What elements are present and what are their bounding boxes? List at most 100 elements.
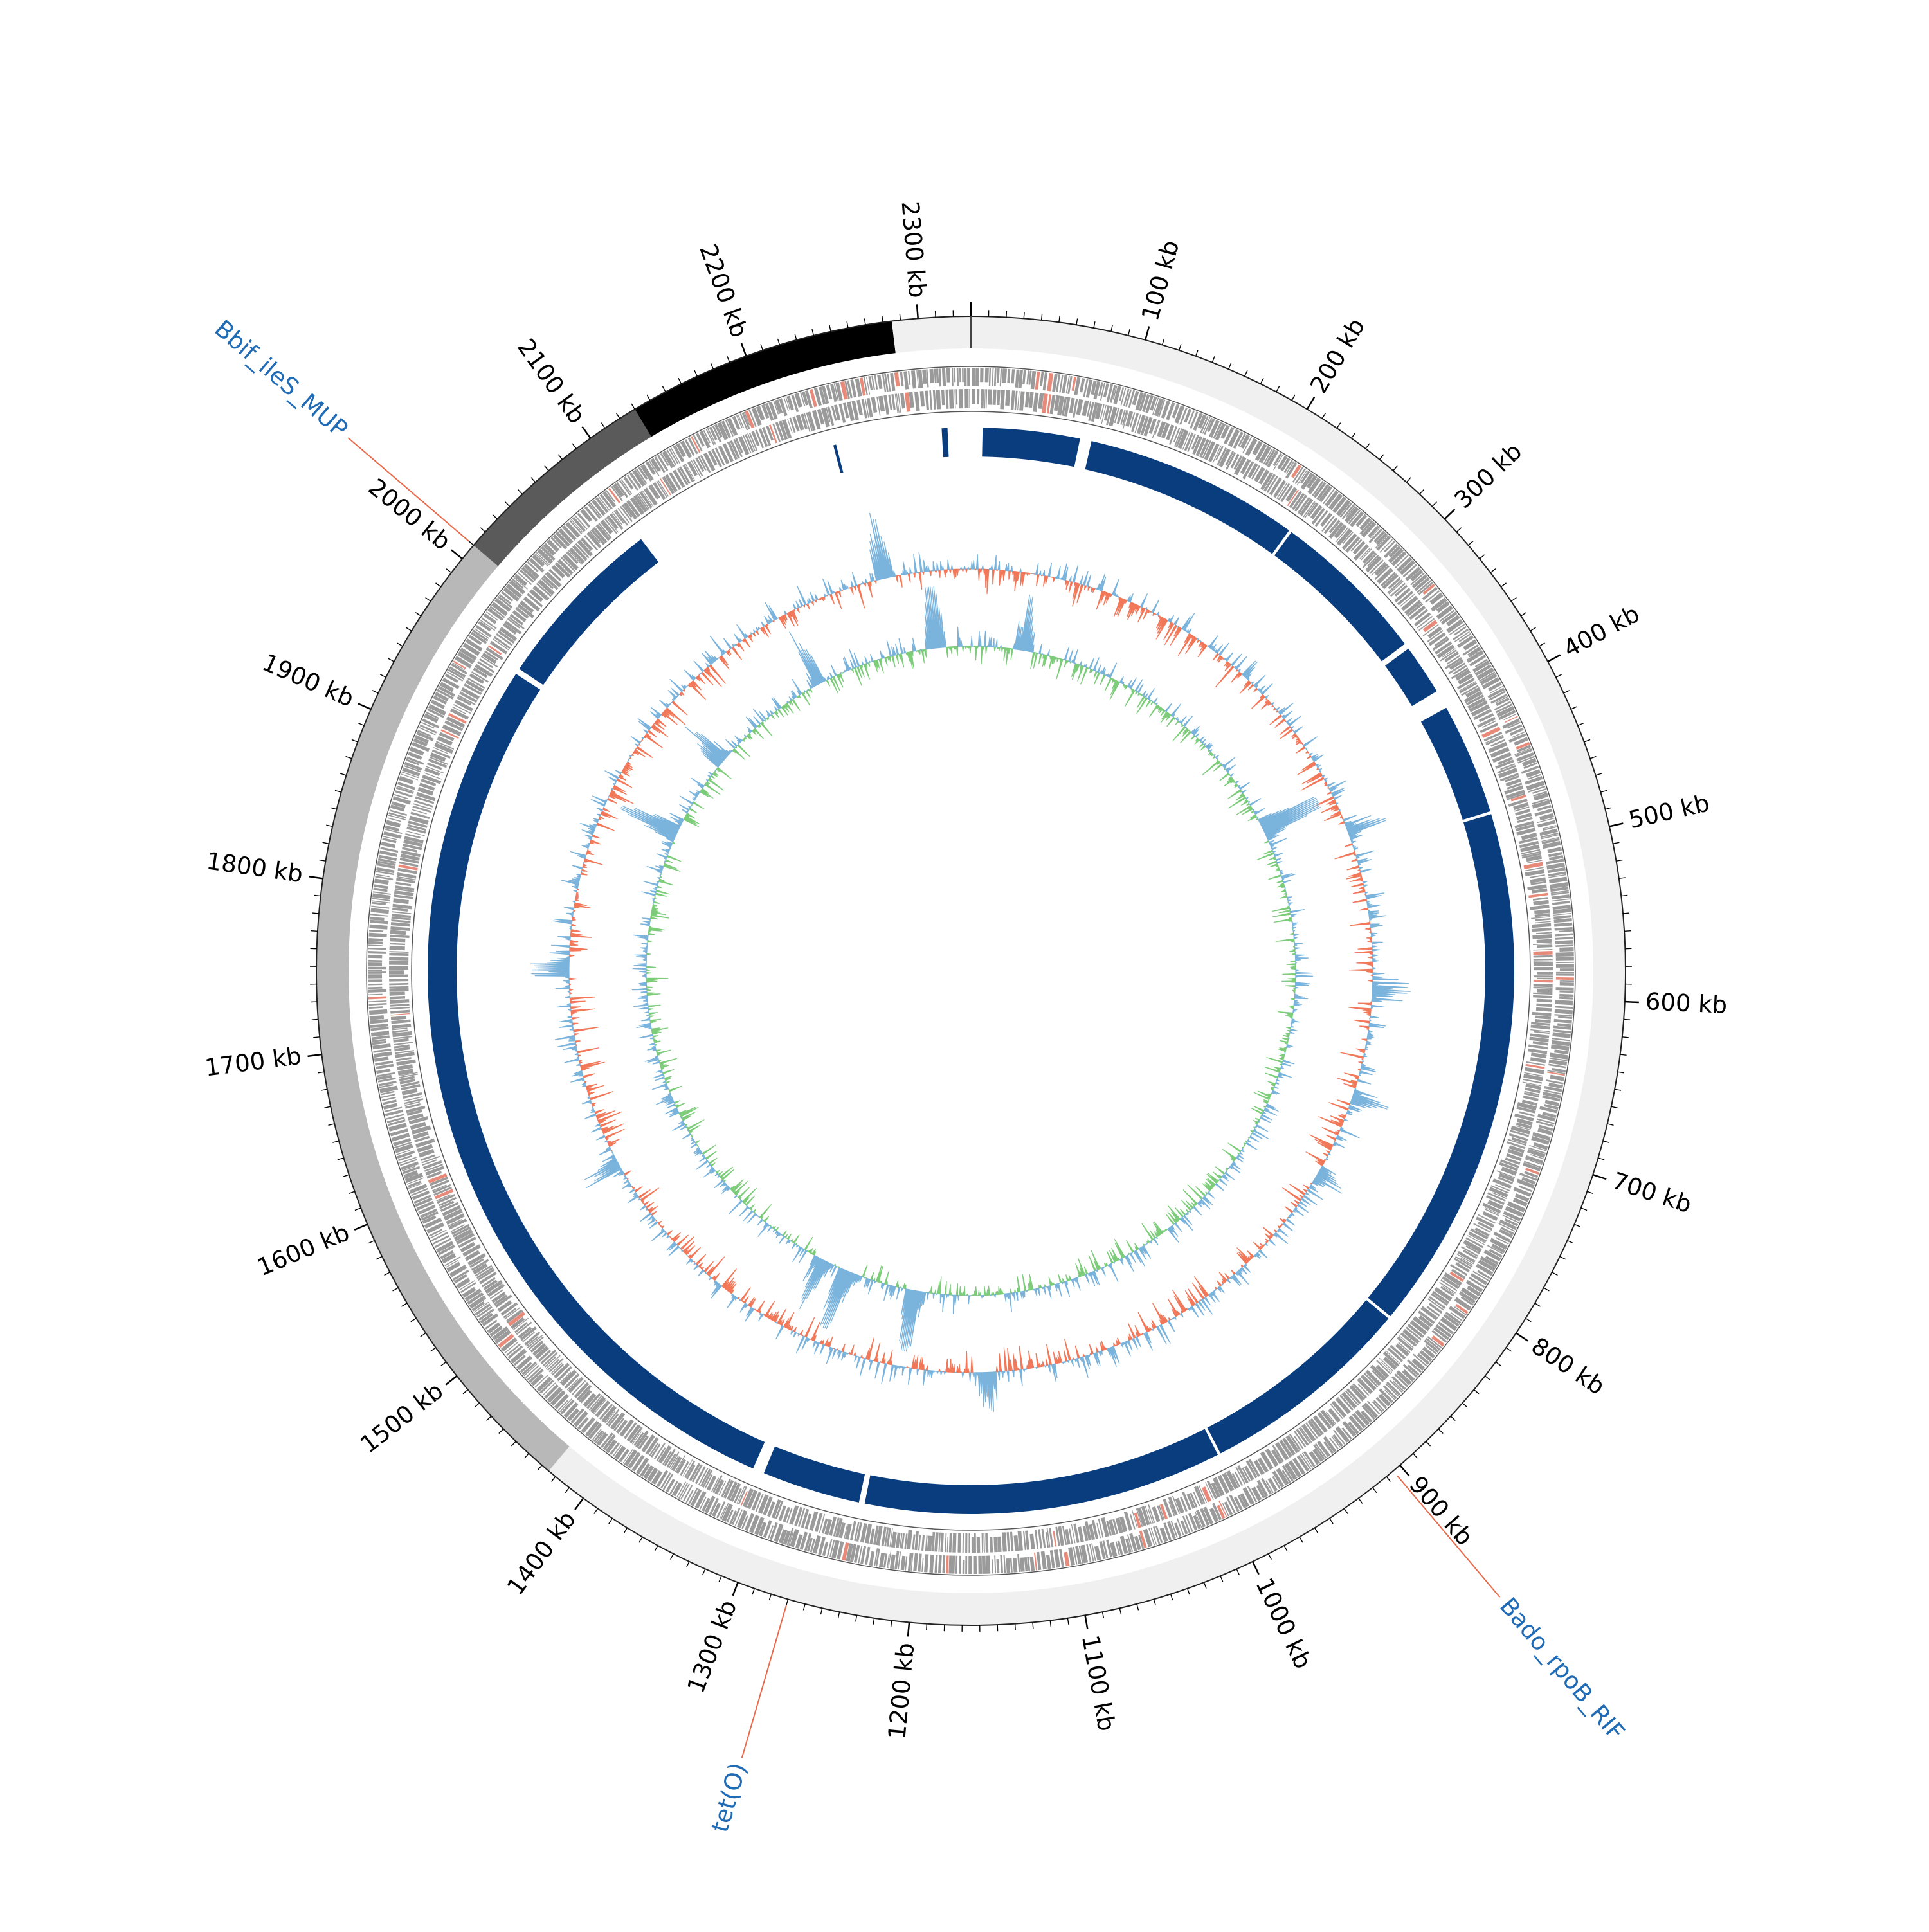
annotation-label: Bbif_ileS_MUP [210,314,353,443]
minor-tick [1474,1389,1479,1393]
gene-feature [1534,975,1553,977]
gene-feature [1053,1531,1056,1546]
gene-feature [1534,961,1553,962]
gene-feature [369,925,387,930]
gene-feature [945,390,948,409]
major-tick [1516,1333,1528,1341]
major-tick [1253,1562,1258,1575]
gene-feature [974,1533,976,1553]
gene-feature [1010,1532,1014,1551]
gene-feature [368,970,382,971]
tick-label: 1000 kb [1250,1574,1317,1674]
gene-feature [959,389,963,408]
gene-feature [934,1532,939,1551]
minor-tick [1608,1124,1614,1125]
gene-feature [1555,1006,1573,1009]
minor-tick [1600,790,1607,792]
minor-tick [1426,1441,1431,1446]
gene-feature [911,370,916,388]
minor-tick [1615,1089,1621,1090]
minor-tick [552,1477,556,1482]
tick-label: 1200 kb [883,1641,919,1740]
minor-tick [609,1519,612,1524]
gene-feature [921,1558,923,1572]
gene-feature [1037,1552,1041,1570]
gene-feature [901,1556,906,1570]
gene-feature [1000,368,1002,386]
gene-feature [1029,1557,1035,1571]
minor-tick [1624,931,1631,932]
gene-feature [1552,1032,1571,1038]
tick-label: 1800 kb [204,847,304,888]
alignment-block-track [428,428,1514,1514]
gene-feature [523,1363,538,1376]
minor-tick [1204,1582,1206,1588]
gene-feature [1547,847,1562,853]
gene-feature [924,1554,928,1572]
minor-tick [752,1589,754,1594]
gene-feature [1537,989,1552,993]
gene-feature [392,911,412,914]
minor-tick [1613,842,1620,844]
major-tick [1548,655,1560,662]
gene-feature [986,1556,990,1574]
minor-tick [436,583,441,587]
minor-tick [312,913,319,914]
gene-feature [946,368,950,383]
minor-tick [1188,1589,1190,1594]
gene-feature [390,999,409,1004]
minor-tick [493,514,497,519]
gene-feature [389,957,408,961]
gene-feature [1559,994,1573,997]
gene-feature [891,394,895,410]
gene-feature [945,1533,946,1552]
minor-tick [355,1208,361,1211]
gene-feature [368,989,386,993]
minor-tick [624,1528,627,1533]
minor-tick [397,643,403,646]
minor-tick [1220,1576,1223,1582]
minor-tick [393,1288,399,1291]
gene-feature [1554,1019,1572,1024]
gene-feature [370,914,388,917]
gene-feature [954,389,955,408]
outer-region-ring [316,316,1626,1625]
minor-tick [1111,325,1112,332]
major-tick [309,876,323,878]
gene-feature [368,948,386,950]
minor-tick [1590,757,1596,759]
gene-feature [983,1533,985,1553]
minor-tick [873,1618,874,1625]
minor-tick [446,569,451,573]
annotation-leader-line [742,1605,786,1758]
gene-feature [883,395,889,415]
gene-feature [1002,368,1007,383]
gene-feature [1007,369,1010,383]
minor-tick [1485,1376,1490,1380]
minor-tick [1621,895,1627,896]
minor-tick [1352,433,1355,438]
gene-feature [390,991,405,995]
gene-feature [392,1024,411,1029]
gene-feature [391,1013,410,1016]
gene-feature [368,967,386,970]
gene-feature [390,1007,410,1009]
minor-tick [1468,541,1473,546]
gene-feature [1046,1555,1051,1569]
gene-feature [985,1533,988,1553]
minor-tick [703,1569,705,1575]
minor-tick [1284,1546,1287,1551]
minor-tick [323,842,329,844]
gene-feature [1555,1009,1573,1015]
gene-feature [1560,982,1574,986]
minor-tick [1496,1362,1501,1366]
gene-feature [1006,1532,1010,1551]
gene-feature [390,1004,410,1007]
gene-feature [391,922,410,926]
gene-feature [1535,918,1550,921]
gene-feature [368,974,382,978]
minor-tick [1552,1272,1558,1276]
gene-feature [389,988,408,991]
minor-tick [480,528,485,532]
gene-feature [972,368,975,386]
